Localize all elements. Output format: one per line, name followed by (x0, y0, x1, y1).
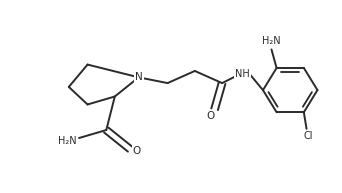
Text: O: O (133, 146, 141, 156)
Text: H₂N: H₂N (262, 36, 281, 47)
Text: H₂N: H₂N (58, 136, 76, 146)
Text: Cl: Cl (303, 131, 313, 141)
Text: O: O (206, 111, 215, 121)
Text: NH: NH (235, 69, 250, 79)
Text: N: N (135, 72, 143, 82)
